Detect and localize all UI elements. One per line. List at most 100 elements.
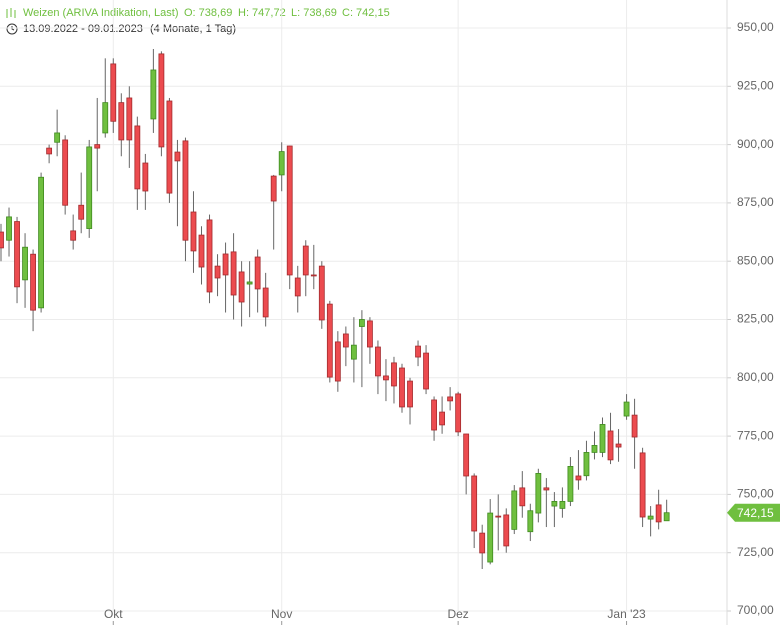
- candle-body: [46, 147, 53, 155]
- candle-body: [14, 221, 20, 288]
- y-tick-label: 725,00: [737, 545, 774, 559]
- candle-body: [519, 487, 526, 507]
- y-tick-label: 850,00: [737, 253, 774, 267]
- grid: [0, 0, 727, 612]
- candle-body: [262, 287, 269, 318]
- candle-body: [575, 475, 582, 481]
- candle-body: [471, 475, 478, 532]
- candle-body: [0, 231, 4, 249]
- candle-body: [455, 393, 462, 433]
- candle-body: [6, 216, 12, 241]
- candle-body: [278, 151, 285, 176]
- candle-body: [214, 265, 221, 279]
- chart-icon: [6, 8, 16, 18]
- ohlc-label: C: 742,15: [342, 7, 390, 19]
- candle-body: [38, 176, 44, 309]
- candle-body: [375, 346, 381, 377]
- candle-body: [567, 466, 574, 502]
- candle-body: [206, 219, 213, 293]
- candle-body: [391, 362, 397, 387]
- candle-body: [326, 303, 333, 378]
- candle-body: [310, 274, 317, 277]
- candle-body: [367, 320, 373, 348]
- candle-body: [663, 512, 670, 522]
- candle-body: [623, 401, 630, 417]
- candle-body: [383, 375, 389, 381]
- candle-body: [182, 140, 189, 241]
- candle-body: [543, 487, 550, 491]
- candle-body: [599, 424, 606, 453]
- candle-body: [479, 532, 486, 554]
- last-price-tag: [727, 503, 780, 522]
- candle-body: [54, 132, 61, 143]
- chart-title: Weizen (ARIVA Indikation, Last): [23, 7, 179, 19]
- candle-body: [615, 443, 622, 448]
- candle-body: [286, 145, 293, 276]
- candle-body: [150, 69, 157, 120]
- period-note: (4 Monate, 1 Tag): [150, 23, 236, 35]
- y-tick-label: 750,00: [737, 487, 774, 501]
- candle-body: [423, 352, 429, 390]
- candle-body: [463, 433, 470, 477]
- candle-body: [222, 253, 229, 276]
- candle-body: [102, 102, 109, 134]
- candle-body: [583, 452, 590, 477]
- candle-body: [535, 473, 542, 514]
- candle-body: [142, 162, 149, 192]
- candle-body: [399, 367, 405, 408]
- y-tick-label: 700,00: [737, 603, 774, 617]
- candle-body: [134, 125, 141, 190]
- y-tick-label: 875,00: [737, 195, 774, 209]
- y-tick-label: 900,00: [737, 137, 774, 151]
- candle-body: [118, 102, 125, 141]
- candle-body: [86, 146, 93, 229]
- candle-body: [78, 204, 85, 220]
- candle-body: [647, 515, 654, 520]
- last-price-label: 742,15: [737, 506, 774, 520]
- candle-body: [503, 514, 510, 547]
- ohlc-label: O: 738,69: [184, 7, 232, 19]
- candle-body: [126, 97, 133, 141]
- candle-body: [22, 246, 28, 281]
- header: Weizen (ARIVA Indikation, Last) O: 738,6…: [6, 7, 390, 35]
- y-tick-label: 775,00: [737, 428, 774, 442]
- candle-body: [70, 230, 77, 241]
- candle-body: [238, 271, 245, 303]
- candle-body: [631, 414, 638, 438]
- candle-body: [407, 380, 413, 408]
- ohlc-label: L: 738,69: [291, 7, 337, 19]
- candle-body: [342, 333, 349, 348]
- candle-body: [431, 399, 437, 431]
- y-tick-label: 800,00: [737, 370, 774, 384]
- candle-body: [302, 245, 309, 276]
- candle-body: [527, 510, 534, 533]
- candle-body: [230, 251, 237, 296]
- candle-body: [174, 151, 181, 162]
- candle-body: [511, 490, 518, 530]
- candle-body: [30, 253, 36, 311]
- candle-body: [639, 452, 646, 518]
- clock-icon: [6, 23, 18, 35]
- candle-body: [254, 256, 261, 290]
- candle-body: [495, 515, 502, 518]
- candle-body: [270, 175, 277, 202]
- candle-body: [318, 265, 325, 321]
- y-tick-label: 825,00: [737, 312, 774, 326]
- candle-body: [591, 445, 598, 453]
- candle-body: [62, 139, 69, 206]
- y-tick-label: 950,00: [737, 20, 774, 34]
- x-tick-label: Dez: [447, 607, 468, 621]
- candle-body: [655, 504, 662, 523]
- candle-body: [487, 512, 494, 563]
- candle-body: [350, 344, 357, 360]
- candle-body: [246, 281, 253, 285]
- candle-body: [358, 319, 365, 327]
- candle-body: [166, 100, 173, 194]
- period: 13.09.2022 - 09.01.2023: [23, 23, 143, 35]
- x-tick-label: Jan '23: [607, 607, 646, 621]
- x-tick-label: Okt: [104, 607, 123, 621]
- candle-body: [334, 341, 341, 382]
- candle-body: [559, 500, 566, 509]
- candle-body: [447, 396, 454, 402]
